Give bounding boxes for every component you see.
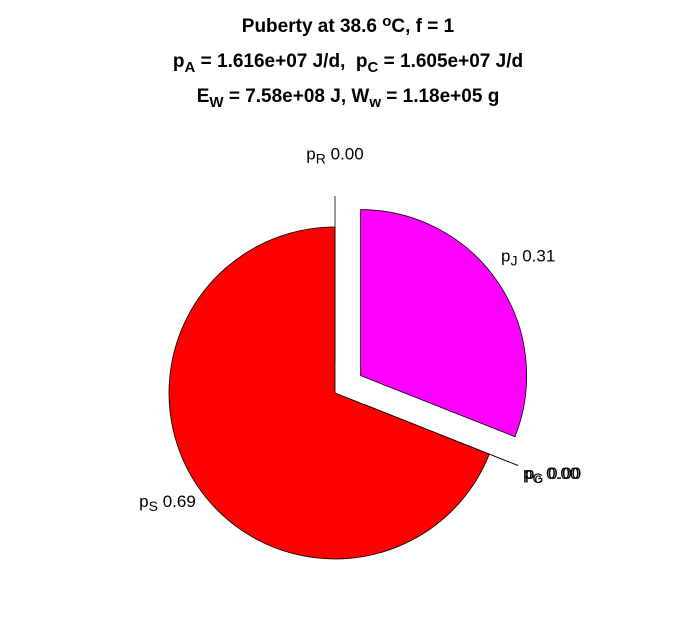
slice-sub: c bbox=[534, 470, 541, 486]
slice-label: pc 0.00 bbox=[525, 464, 579, 486]
title-text: E bbox=[197, 86, 210, 107]
title-text: = 7.58e+08 J, W bbox=[224, 86, 370, 107]
slice-sub: J bbox=[510, 253, 517, 269]
slice-symbol: p bbox=[139, 492, 148, 511]
slice-symbol: p bbox=[306, 144, 315, 163]
title-text: = 1.18e+05 g bbox=[381, 86, 499, 107]
slice-symbol: p bbox=[501, 247, 510, 266]
slice-value: 0.69 bbox=[163, 492, 196, 511]
slice-value: 0.00 bbox=[331, 144, 364, 163]
title-sub: W bbox=[209, 94, 224, 111]
pie-slice bbox=[360, 209, 528, 438]
slice-value: 0.00 bbox=[546, 464, 579, 483]
title-sub: C bbox=[368, 59, 379, 76]
title-sub: w bbox=[368, 94, 381, 111]
slice-value: 0.31 bbox=[522, 247, 555, 266]
title-line: Puberty at 38.6 oC, f = 1 bbox=[242, 13, 455, 37]
slice-symbol: p bbox=[523, 464, 532, 483]
title-text: = 1.616e+07 J/d, p bbox=[195, 51, 367, 72]
slice-symbol: p bbox=[525, 464, 534, 483]
title-line: pA = 1.616e+07 J/d, pC = 1.605e+07 J/d bbox=[173, 51, 523, 76]
slice-sub: G bbox=[532, 470, 543, 486]
title-text: p bbox=[173, 51, 185, 72]
pie-slice bbox=[168, 226, 490, 560]
slice-label: pS 0.69 bbox=[139, 492, 196, 514]
title-line: EW = 7.58e+08 J, Ww = 1.18e+05 g bbox=[197, 86, 500, 111]
title-sub: A bbox=[185, 59, 196, 76]
slice-sub: S bbox=[149, 498, 158, 514]
title-sup: o bbox=[382, 13, 391, 30]
slice-label: pJ 0.31 bbox=[501, 247, 555, 269]
slice-label: pR 0.00 bbox=[306, 144, 363, 166]
slice-value: 0.00 bbox=[548, 464, 581, 483]
title-text: = 1.605e+07 J/d bbox=[378, 51, 523, 72]
title-text: Puberty at 38.6 bbox=[242, 16, 382, 37]
slice-label: pG 0.00 bbox=[523, 464, 581, 486]
title-text: C, f = 1 bbox=[391, 16, 454, 37]
slice-sub: R bbox=[316, 151, 326, 167]
